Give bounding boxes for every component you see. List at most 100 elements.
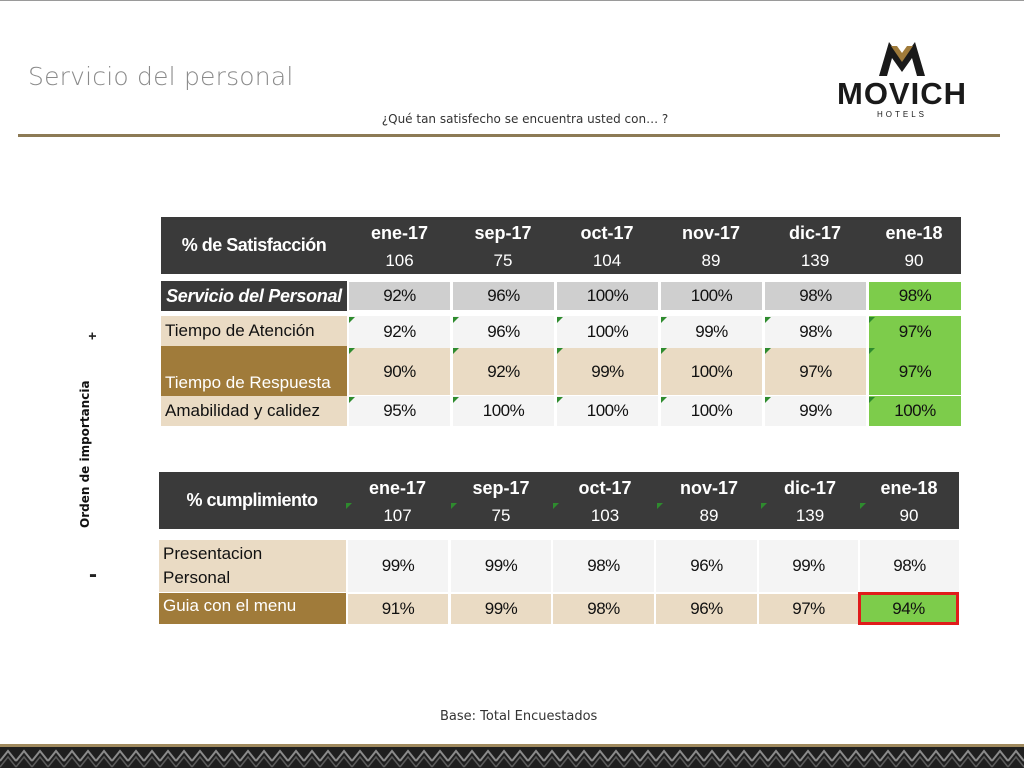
comment-marker <box>453 317 459 323</box>
comment-marker <box>765 317 771 323</box>
col-month: ene-17 <box>370 223 429 243</box>
col-n: 103 <box>590 506 620 525</box>
comment-marker <box>860 503 866 509</box>
value-cell: 92% <box>349 316 450 348</box>
value-cell-alert: 94% <box>858 592 959 625</box>
comment-marker <box>661 397 667 403</box>
value-cell: 99% <box>661 316 762 348</box>
satisfaction-col-3: oct-17 104 <box>555 222 659 272</box>
col-month: nov-17 <box>681 223 741 243</box>
row-label-respuesta: Tiempo de Respuesta <box>161 346 347 396</box>
compliance-col-6: ene-18 90 <box>859 477 959 527</box>
compliance-col-1: ene-17 107 <box>346 477 449 527</box>
comment-marker <box>451 503 457 509</box>
value-cell: 98% <box>765 316 866 348</box>
comment-marker <box>553 503 559 509</box>
value-cell: 92% <box>349 282 450 310</box>
value-cell: 100% <box>661 396 762 426</box>
satisfaction-col-6: ene-18 90 <box>867 222 961 272</box>
comment-marker <box>661 348 667 354</box>
comment-marker <box>761 503 767 509</box>
comment-marker <box>349 317 355 323</box>
value-cell: 96% <box>453 316 554 348</box>
satisfaction-col-5: dic-17 139 <box>763 222 867 272</box>
comment-marker <box>657 503 663 509</box>
col-month: nov-17 <box>679 478 739 498</box>
zigzag-pattern-icon <box>0 747 1024 768</box>
row-label-line1: Presentacion <box>163 544 263 563</box>
col-n: 104 <box>592 251 622 270</box>
comment-marker <box>349 397 355 403</box>
value-cell-highlight: 98% <box>869 282 961 310</box>
col-n: 75 <box>491 506 511 525</box>
value-cell: 96% <box>453 282 554 310</box>
comment-marker <box>557 317 563 323</box>
value-cell: 98% <box>860 540 959 592</box>
page-subtitle: ¿Qué tan satisfecho se encuentra usted c… <box>381 112 669 126</box>
value-cell-highlight: 97% <box>869 316 961 348</box>
row-label-line2: Personal <box>163 568 231 587</box>
col-n: 90 <box>904 251 924 270</box>
comment-marker <box>869 317 875 323</box>
value-cell: 99% <box>451 594 551 624</box>
value-cell: 100% <box>661 282 762 310</box>
col-month: ene-17 <box>368 478 427 498</box>
logo-subtitle: HOTELS <box>876 110 927 119</box>
row-label-atencion: Tiempo de Atención <box>161 316 347 346</box>
logo-brand: MOVICH <box>837 76 967 111</box>
col-month: sep-17 <box>472 478 530 498</box>
row-label-respuesta-text: Tiempo de Respuesta <box>165 373 331 392</box>
value-cell: 100% <box>557 316 658 348</box>
col-n: 139 <box>800 251 830 270</box>
movich-mark-icon <box>879 42 925 76</box>
comment-marker <box>869 348 875 354</box>
footer-gold-line <box>0 744 1024 747</box>
value-cell-highlight: 97% <box>869 348 961 395</box>
value-cell: 99% <box>765 396 866 426</box>
value-cell: 100% <box>661 348 762 395</box>
col-n: 90 <box>899 506 919 525</box>
col-month: ene-18 <box>885 223 943 243</box>
value-cell: 96% <box>656 540 757 592</box>
comment-marker <box>765 348 771 354</box>
value-cell: 90% <box>349 348 450 395</box>
compliance-header-label: % cumplimiento <box>186 490 318 510</box>
comment-marker <box>557 397 563 403</box>
row-label-servicio: Servicio del Personal <box>161 281 347 311</box>
comment-marker <box>453 348 459 354</box>
comment-marker <box>661 317 667 323</box>
value-cell: 99% <box>557 348 658 395</box>
comment-marker <box>346 503 352 509</box>
value-cell: 100% <box>557 282 658 310</box>
col-month: dic-17 <box>783 478 837 498</box>
comment-marker <box>557 348 563 354</box>
footer-pattern <box>0 747 1024 768</box>
satisfaction-header-bg <box>161 217 961 274</box>
value-cell: 95% <box>349 396 450 426</box>
value-cell: 91% <box>348 594 448 624</box>
value-cell: 92% <box>453 348 554 395</box>
value-cell: 97% <box>765 348 866 395</box>
compliance-header-bg <box>159 472 959 529</box>
page-title: Servicio del personal <box>28 62 294 91</box>
value-cell: 100% <box>557 396 658 426</box>
col-n: 89 <box>701 251 721 270</box>
importance-minus: - <box>89 561 97 588</box>
col-n: 106 <box>385 251 414 270</box>
satisfaction-col-2: sep-17 75 <box>451 222 555 272</box>
row-label-amabilidad: Amabilidad y calidez <box>161 396 347 426</box>
compliance-col-2: sep-17 75 <box>449 477 553 527</box>
value-cell: 99% <box>759 540 858 592</box>
base-note: Base: Total Encuestados <box>440 709 598 724</box>
compliance-col-5: dic-17 139 <box>761 477 859 527</box>
value-cell: 97% <box>759 594 858 624</box>
row-label-presentacion: Presentacion Personal <box>159 540 346 592</box>
value-cell: 99% <box>451 540 551 592</box>
col-month: ene-18 <box>880 478 938 498</box>
comment-marker <box>765 397 771 403</box>
col-month: oct-17 <box>580 223 634 243</box>
comment-marker <box>453 397 459 403</box>
col-n: 139 <box>795 506 825 525</box>
importance-plus: + <box>84 331 101 341</box>
col-month: sep-17 <box>474 223 532 243</box>
